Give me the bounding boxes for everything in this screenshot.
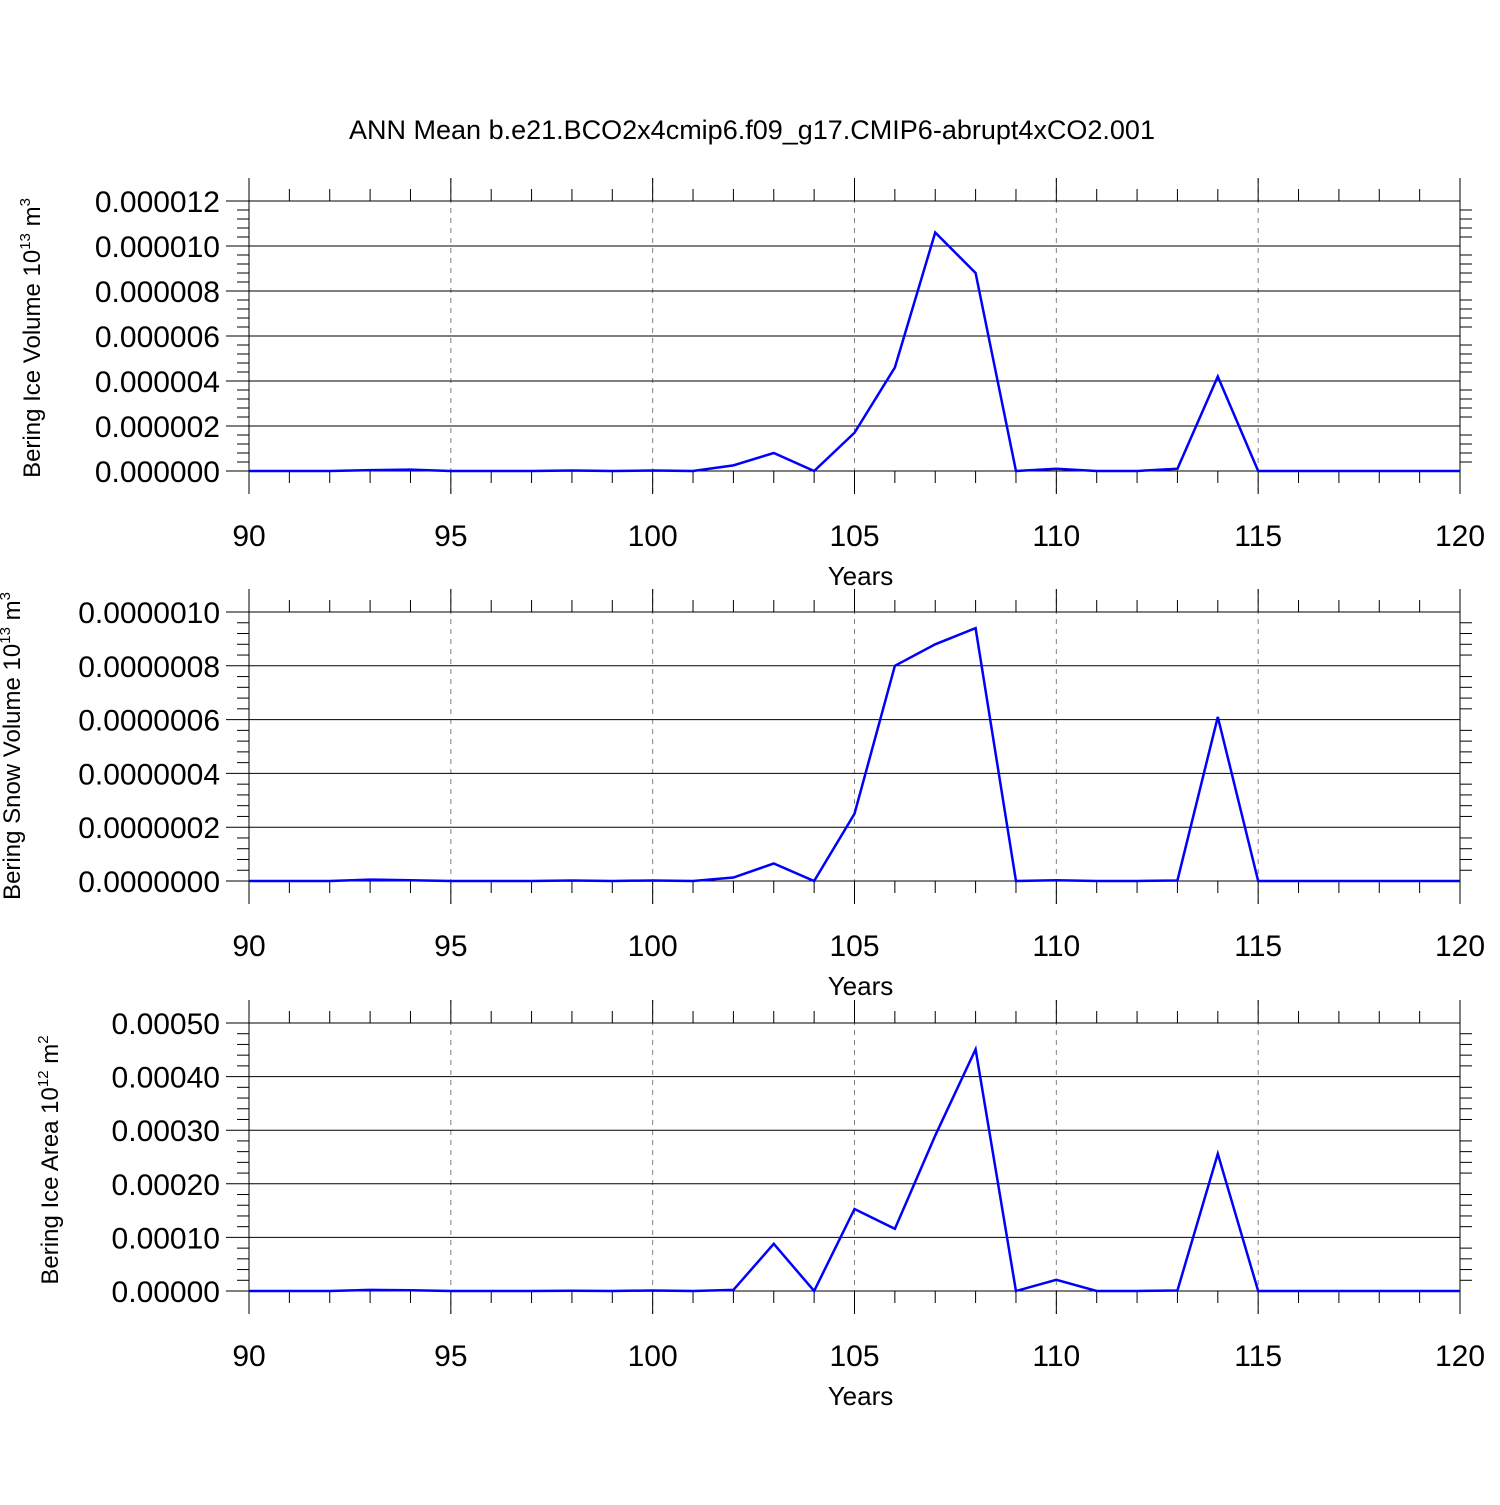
panel1-ytick-label-5: 0.000010 — [95, 231, 220, 264]
panel2-ytick-label-4: 0.0000008 — [78, 651, 220, 684]
panel1-ytick-label-1: 0.000002 — [95, 411, 220, 444]
panel2-x-axis-title: Years — [828, 971, 894, 1001]
panel3-ytick-label-3: 0.00030 — [112, 1115, 220, 1148]
panel1-ytick-label-4: 0.000008 — [95, 276, 220, 309]
panel3-ytick-label-0: 0.00000 — [112, 1276, 220, 1309]
panel2-xtick-label-5: 115 — [1234, 930, 1282, 963]
panel3-xtick-label-3: 105 — [829, 1340, 879, 1373]
panel3-ytick-label-4: 0.00040 — [112, 1062, 220, 1095]
panel2-ytick-label-3: 0.0000006 — [78, 705, 220, 738]
panel3-xtick-label-1: 95 — [434, 1340, 467, 1373]
panel2-xtick-label-4: 110 — [1032, 930, 1080, 963]
panel1-xtick-label-0: 90 — [232, 520, 265, 553]
panel2-y-axis-title: Bering Snow Volume 1013 m3 — [0, 592, 26, 900]
panel2-xtick-label-3: 105 — [829, 930, 879, 963]
panel2-ytick-label-2: 0.0000004 — [78, 758, 220, 791]
panel2-series-line-0 — [249, 626, 1460, 883]
panel1-x-axis-title: Years — [828, 561, 894, 591]
panel2-xtick-label-0: 90 — [232, 930, 265, 963]
panel1-ytick-label-2: 0.000004 — [95, 366, 220, 399]
panel1-xtick-label-5: 115 — [1234, 520, 1282, 553]
panel1-ytick-label-3: 0.000006 — [95, 321, 220, 354]
panel3-xtick-label-6: 120 — [1435, 1340, 1485, 1373]
figure-title: ANN Mean b.e21.BCO2x4cmip6.f09_g17.CMIP6… — [349, 115, 1155, 145]
panel3-ytick-label-2: 0.00020 — [112, 1169, 220, 1202]
panel3-series-line-0 — [249, 1045, 1460, 1294]
panel2-xtick-label-2: 100 — [628, 930, 678, 963]
panel3-y-axis-title: Bering Ice Area 1012 m2 — [35, 1035, 64, 1284]
panel1-xtick-label-3: 105 — [829, 520, 879, 553]
panel1-xtick-label-4: 110 — [1032, 520, 1080, 553]
panel3-xtick-label-5: 115 — [1234, 1340, 1282, 1373]
panel1-ytick-label-6: 0.000012 — [95, 186, 220, 219]
panel3-ytick-label-1: 0.00010 — [112, 1222, 220, 1255]
panel3-xtick-label-2: 100 — [628, 1340, 678, 1373]
panel2-ytick-label-1: 0.0000002 — [78, 812, 220, 845]
panel3-ytick-label-5: 0.00050 — [112, 1008, 220, 1041]
panel1-y-axis-title: Bering Ice Volume 1013 m3 — [17, 198, 46, 478]
panel1-xtick-label-1: 95 — [434, 520, 467, 553]
panel3-x-axis-title: Years — [828, 1381, 894, 1411]
panel2-ytick-label-5: 0.0000010 — [78, 597, 220, 630]
panel1-ytick-label-0: 0.000000 — [95, 456, 220, 489]
panel2-xtick-label-1: 95 — [434, 930, 467, 963]
panel1-xtick-label-2: 100 — [628, 520, 678, 553]
panel1-series-line-0 — [249, 230, 1460, 473]
panel3-xtick-label-0: 90 — [232, 1340, 265, 1373]
panel2-xtick-label-6: 120 — [1435, 930, 1485, 963]
panel1-xtick-label-6: 120 — [1435, 520, 1485, 553]
panel3-xtick-label-4: 110 — [1032, 1340, 1080, 1373]
panel2-ytick-label-0: 0.0000000 — [78, 866, 220, 899]
